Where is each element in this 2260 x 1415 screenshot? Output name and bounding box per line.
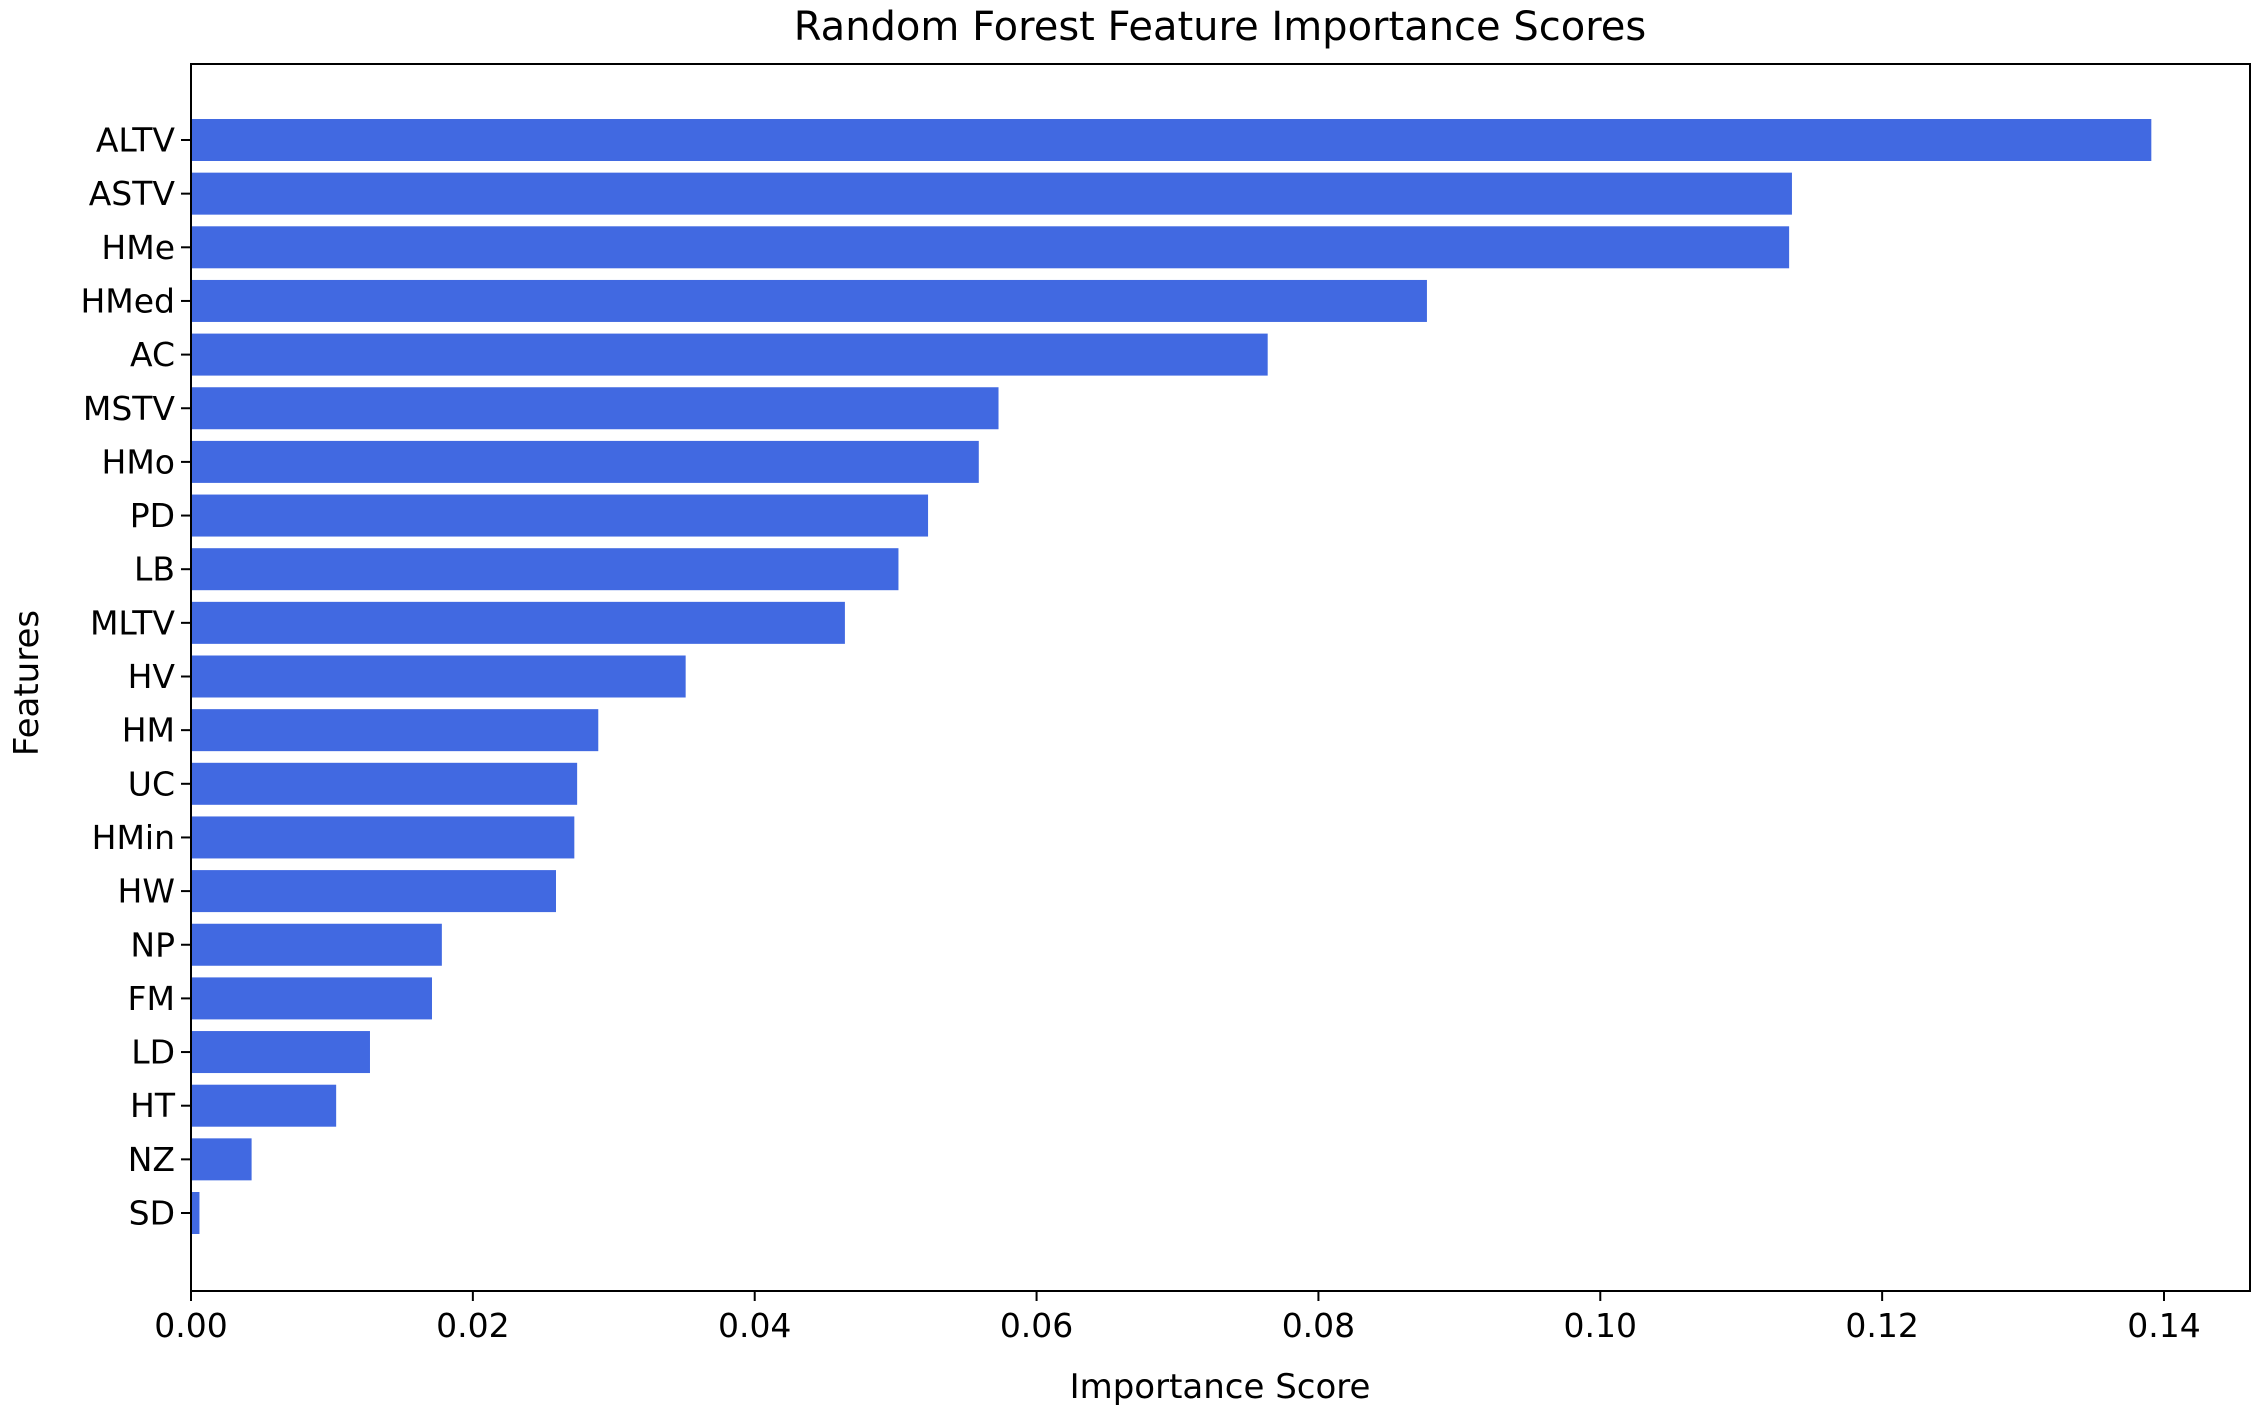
bar-ld	[191, 1031, 370, 1074]
bar-lb	[191, 548, 899, 591]
x-tick-label: 0.06	[1000, 1306, 1073, 1345]
bar-np	[191, 923, 442, 966]
y-tick-label: NZ	[128, 1140, 175, 1179]
x-tick-label: 0.14	[2127, 1306, 2200, 1345]
x-axis-label: Importance Score	[1070, 1367, 1371, 1407]
bar-fm	[191, 977, 432, 1020]
bar-mltv	[191, 601, 845, 644]
bar-hmed	[191, 279, 1427, 322]
y-tick-label: MSTV	[83, 389, 176, 428]
y-tick-label: ASTV	[89, 174, 176, 213]
bar-mstv	[191, 387, 999, 430]
bar-nz	[191, 1138, 252, 1181]
x-axis-ticks: 0.00 0.02 0.04 0.06 0.08 0.10 0.12 0.14	[154, 1291, 2201, 1345]
bar-hme	[191, 226, 1790, 269]
x-tick-label: 0.10	[1564, 1306, 1637, 1345]
y-tick-label: NP	[130, 925, 175, 964]
y-tick-label: HV	[128, 657, 176, 696]
bar-hm	[191, 709, 599, 752]
y-tick-label: HMed	[80, 281, 175, 320]
y-tick-label: SD	[129, 1194, 175, 1233]
x-tick-label: 0.12	[1845, 1306, 1918, 1345]
bar-ac	[191, 333, 1268, 376]
y-tick-label: LB	[134, 550, 175, 589]
x-tick-label: 0.00	[154, 1306, 227, 1345]
bar-hmo	[191, 440, 979, 483]
y-tick-label: LD	[131, 1033, 175, 1072]
bars-group	[191, 119, 2152, 1234]
bar-hmin	[191, 816, 575, 859]
y-tick-label: HMin	[92, 818, 175, 857]
y-tick-label: AC	[130, 335, 175, 374]
bar-astv	[191, 172, 1792, 215]
y-tick-label: PD	[130, 496, 175, 535]
y-tick-label: HMe	[101, 228, 175, 267]
x-tick-label: 0.08	[1282, 1306, 1355, 1345]
bar-uc	[191, 762, 578, 805]
x-tick-label: 0.04	[718, 1306, 791, 1345]
bar-sd	[191, 1192, 200, 1234]
y-tick-label: ALTV	[96, 121, 176, 160]
y-tick-label: HMo	[102, 442, 175, 481]
bar-altv	[191, 119, 2152, 161]
y-axis-ticks: ALTV ASTV HMe HMed AC MSTV HMo PD LB MLTV HV HM UC HM…	[80, 121, 191, 1233]
y-tick-label: UC	[128, 764, 175, 803]
y-axis-label: Features	[7, 610, 47, 756]
bar-hv	[191, 655, 686, 698]
bar-hw	[191, 870, 556, 913]
bar-ht	[191, 1084, 337, 1127]
bar-pd	[191, 494, 929, 537]
y-tick-label: MLTV	[90, 603, 175, 642]
y-tick-label: FM	[128, 979, 175, 1018]
y-tick-label: HW	[118, 872, 175, 911]
x-tick-label: 0.02	[436, 1306, 509, 1345]
plot-frame	[190, 63, 2251, 1292]
y-tick-label: HM	[122, 711, 175, 750]
chart-title: Random Forest Feature Importance Scores	[794, 4, 1646, 50]
y-tick-label: HT	[130, 1086, 176, 1125]
